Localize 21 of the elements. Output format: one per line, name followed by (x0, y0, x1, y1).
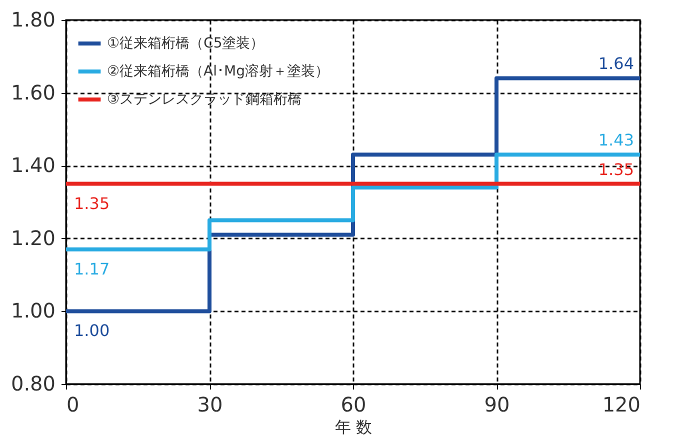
legend-label: ②従来箱桁橋（Al･Mg溶射＋塗装） (107, 64, 329, 80)
data-label: 1.35 (598, 160, 634, 179)
y-tick-label: 1.80 (10, 8, 56, 32)
data-label: 1.64 (598, 54, 634, 74)
x-tick-label: 0 (66, 392, 80, 416)
x-tick-label: 120 (602, 392, 640, 416)
y-tick-label: 1.00 (10, 298, 56, 323)
legend-label: ③ステンレスクラッド鋼箱桁橋 (107, 92, 302, 108)
x-axis-title: 年 数 (334, 418, 372, 436)
x-tick-label: 60 (340, 392, 366, 416)
y-tick-label: 0.80 (10, 372, 56, 396)
data-label: 1.17 (74, 259, 110, 278)
data-label: 1.00 (74, 321, 110, 340)
x-tick-label: 90 (484, 392, 510, 416)
y-tick-label: 1.40 (10, 153, 56, 178)
legend-label: ①従来箱桁橋（C5塗装） (107, 36, 264, 52)
data-label: 1.43 (598, 130, 634, 150)
y-tick-label: 1.60 (10, 80, 56, 104)
x-tick-label: 30 (197, 392, 223, 416)
y-tick-label: 1.20 (10, 226, 56, 250)
data-label: 1.35 (74, 194, 110, 213)
